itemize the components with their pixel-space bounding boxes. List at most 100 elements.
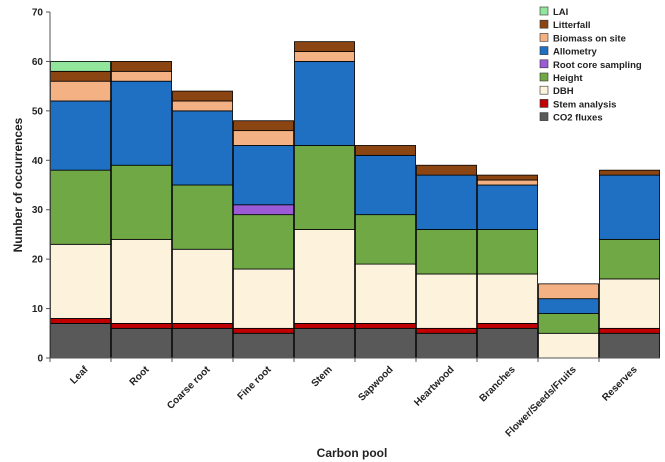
y-tick-label: 0 (37, 354, 43, 365)
bar-segment-heartwood-litterfall (416, 164, 477, 176)
bar-segment-root-stem-analysis (111, 322, 172, 329)
bar-segment-coarse-root-height (172, 184, 233, 250)
bar-segment-heartwood-co2-fluxes (416, 332, 477, 359)
bar-segment-leaf-dbh (50, 243, 111, 319)
bar-segment-root-allometry (111, 80, 172, 166)
x-tick-label-coarse-root: Coarse root (165, 364, 213, 412)
bar-segment-heartwood-stem-analysis (416, 327, 477, 334)
bar-segment-fine-root-litterfall (233, 120, 294, 132)
bar-segment-root-biomass-on-site (111, 70, 172, 82)
bar-segment-stem-litterfall (294, 41, 355, 52)
bar-segment-heartwood-height (416, 229, 477, 275)
legend-swatch-root-core-sampling (539, 59, 549, 69)
bar-segment-branches-height (477, 229, 538, 275)
bar-segment-reserves-co2-fluxes (599, 332, 660, 359)
legend-label-litterfall: Litterfall (553, 20, 590, 31)
legend-swatch-dbh (539, 85, 549, 95)
y-tick-label: 60 (32, 57, 44, 68)
bar-segment-branches-co2-fluxes (477, 327, 538, 359)
bar-segment-branches-biomass-on-site (477, 179, 538, 186)
bar-segment-coarse-root-co2-fluxes (172, 327, 233, 359)
bar-segment-leaf-co2-fluxes (50, 322, 111, 359)
x-tick-label-reserves: Reserves (600, 364, 640, 404)
bar-segment-stem-height (294, 145, 355, 230)
bar-segment-stem-stem-analysis (294, 322, 355, 329)
legend-swatch-height (539, 72, 549, 82)
x-tick-label-fine-root: Fine root (236, 364, 274, 402)
legend-label-lai: LAI (553, 7, 568, 18)
bar-segment-fine-root-biomass-on-site (233, 130, 294, 146)
legend-label-allometry: Allometry (553, 47, 598, 58)
y-tick-label: 40 (32, 156, 44, 167)
bar-segment-reserves-stem-analysis (599, 327, 660, 334)
legend-label-biomass-on-site: Biomass on site (553, 33, 626, 44)
bar-segment-flower-seeds-fruits-height (538, 313, 599, 334)
bar-segment-fine-root-root-core-sampling (233, 204, 294, 216)
bar-segment-heartwood-allometry (416, 174, 477, 230)
bar-segment-coarse-root-biomass-on-site (172, 100, 233, 112)
x-tick-label-stem: Stem (310, 364, 335, 389)
bar-segment-root-co2-fluxes (111, 327, 172, 359)
y-tick-label: 20 (32, 255, 44, 266)
x-tick-label-root: Root (128, 364, 152, 388)
bar-segment-fine-root-dbh (233, 268, 294, 329)
bar-segment-coarse-root-allometry (172, 110, 233, 186)
bars-group (50, 41, 660, 359)
bar-segment-reserves-dbh (599, 278, 660, 329)
bar-segment-sapwood-co2-fluxes (355, 327, 416, 359)
legend-label-co2-fluxes: CO2 fluxes (553, 113, 603, 124)
bar-segment-leaf-height (50, 169, 111, 245)
bar-segment-flower-seeds-fruits-biomass-on-site (538, 283, 599, 300)
legend-label-stem-analysis: Stem analysis (553, 99, 616, 110)
bar-segment-coarse-root-dbh (172, 248, 233, 324)
bar-segment-coarse-root-litterfall (172, 90, 233, 102)
legend-label-root-core-sampling: Root core sampling (553, 60, 642, 71)
legend-label-height: Height (553, 73, 583, 84)
bar-segment-coarse-root-stem-analysis (172, 322, 233, 329)
y-tick-label: 70 (32, 8, 44, 19)
bar-segment-reserves-allometry (599, 174, 660, 240)
bar-segment-root-litterfall (111, 61, 172, 72)
bar-segment-sapwood-dbh (355, 263, 416, 324)
bar-segment-branches-litterfall (477, 174, 538, 181)
bar-segment-fine-root-allometry (233, 145, 294, 206)
bar-segment-fine-root-co2-fluxes (233, 332, 294, 359)
bar-segment-root-dbh (111, 238, 172, 324)
bar-segment-leaf-litterfall (50, 70, 111, 82)
x-tick-label-sapwood: Sapwood (356, 364, 395, 403)
y-axis-title: Number of occurrences (11, 117, 25, 252)
bar-segment-leaf-biomass-on-site (50, 80, 111, 102)
legend-swatch-stem-analysis (539, 99, 549, 108)
bar-segment-sapwood-height (355, 214, 416, 265)
y-tick-label: 10 (32, 304, 44, 315)
bar-segment-branches-stem-analysis (477, 322, 538, 329)
bar-segment-fine-root-height (233, 214, 294, 270)
legend-label-dbh: DBH (553, 86, 574, 97)
bar-segment-reserves-height (599, 238, 660, 280)
bar-segment-sapwood-allometry (355, 154, 416, 216)
bar-segment-heartwood-dbh (416, 273, 477, 329)
bar-segment-flower-seeds-fruits-dbh (538, 332, 599, 359)
bar-segment-leaf-stem-analysis (50, 318, 111, 324)
bar-segment-stem-allometry (294, 61, 355, 146)
x-tick-label-branches: Branches (478, 364, 518, 404)
legend: LAI Litterfall Biomass on site Allometry Roo… (539, 6, 642, 124)
bar-segment-sapwood-stem-analysis (355, 322, 416, 329)
bar-segment-leaf-lai (50, 61, 111, 72)
x-axis-title: Carbon pool (317, 446, 388, 460)
legend-swatch-biomass-on-site (539, 33, 549, 42)
y-tick-label: 50 (32, 106, 44, 117)
bar-segment-reserves-litterfall (599, 169, 660, 176)
bar-segment-stem-biomass-on-site (294, 51, 355, 62)
bar-segment-stem-co2-fluxes (294, 327, 355, 359)
bar-segment-stem-dbh (294, 229, 355, 324)
bar-segment-branches-dbh (477, 273, 538, 324)
legend-swatch-allometry (539, 46, 549, 55)
y-tick-label: 30 (32, 205, 44, 216)
bar-segment-root-height (111, 164, 172, 240)
bar-segment-fine-root-stem-analysis (233, 327, 294, 334)
x-tick-label-heartwood: Heartwood (412, 364, 456, 408)
bar-segment-leaf-allometry (50, 100, 111, 171)
bar-segment-sapwood-litterfall (355, 145, 416, 156)
